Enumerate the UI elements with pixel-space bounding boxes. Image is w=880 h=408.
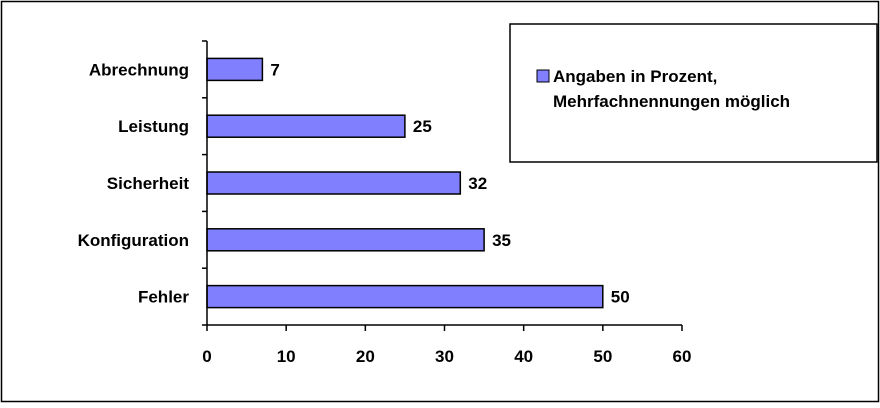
data-label-sicherheit: 32: [468, 174, 487, 193]
data-label-fehler: 50: [611, 288, 630, 307]
legend-label-line-2: Mehrfachnennungen möglich: [553, 92, 790, 111]
bar-abrechnung: [206, 57, 264, 82]
axes-layer: Abrechnung Leistung Sicherheit Konfiguratio…: [78, 40, 692, 366]
data-label-konfiguration: 35: [492, 231, 511, 250]
legend: Angaben in Prozent, Mehrfachnennungen mö…: [509, 23, 878, 163]
legend-box: [509, 23, 878, 163]
bar-konfiguration: [206, 228, 485, 252]
x-tick-label-30: 30: [435, 347, 454, 366]
x-tick-label-0: 0: [202, 347, 211, 366]
x-tick-label-40: 40: [514, 347, 533, 366]
bar-sicherheit: [206, 171, 462, 195]
bar-leistung: [206, 114, 406, 138]
y-tick-label-konfiguration: Konfiguration: [78, 231, 189, 250]
y-tick-label-fehler: Fehler: [138, 288, 189, 307]
x-tick-label-20: 20: [356, 347, 375, 366]
bars-layer: 7 25 32 35 50: [206, 57, 630, 309]
y-tick-label-leistung: Leistung: [118, 117, 189, 136]
data-label-abrechnung: 7: [270, 60, 279, 79]
legend-swatch: [536, 69, 550, 83]
y-tick-label-sicherheit: Sicherheit: [107, 174, 190, 193]
y-tick-label-abrechnung: Abrechnung: [89, 60, 189, 79]
data-label-leistung: 25: [413, 117, 432, 136]
x-tick-label-60: 60: [673, 347, 692, 366]
bar-fehler: [206, 284, 604, 309]
x-tick-label-10: 10: [277, 347, 296, 366]
legend-label-line-1: Angaben in Prozent,: [553, 67, 717, 86]
x-tick-label-50: 50: [593, 347, 612, 366]
